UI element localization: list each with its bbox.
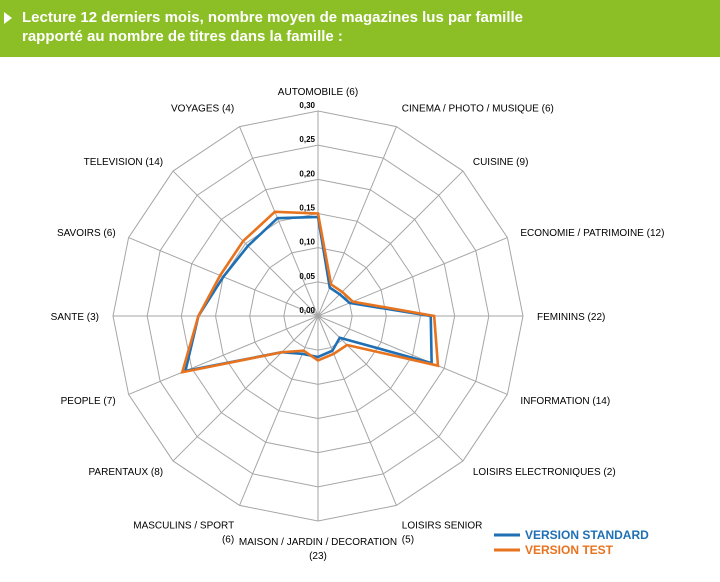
radar-tick-labels: 0,00 0,05 0,10 0,15 0,20 0,25 0,30: [299, 101, 315, 315]
spoke-7: [317, 315, 464, 462]
axis-label: FEMININS (22): [537, 312, 605, 323]
spoke-10: [239, 315, 319, 506]
spoke-11: [172, 315, 319, 462]
series-line-standard: [183, 215, 433, 373]
spoke-15: [172, 170, 319, 317]
spoke-6: [317, 315, 508, 395]
axis-label: CUISINE (9): [473, 157, 529, 168]
tick-label: 0,10: [299, 238, 315, 247]
axis-label: SANTE (3): [51, 312, 99, 323]
axis-label: INFORMATION (14): [520, 396, 610, 407]
chevron-right-icon: [4, 12, 12, 24]
axis-label: LOISIRS ELECTRONIQUES (2): [473, 467, 616, 478]
tick-label: 0,15: [299, 204, 315, 213]
legend-label-standard: VERSION STANDARD: [525, 528, 649, 542]
axis-label: SAVOIRS (6): [57, 228, 116, 239]
tick-label: 0,05: [299, 272, 315, 281]
radar-series: [180, 210, 440, 374]
spoke-16: [239, 126, 319, 317]
axis-label: VOYAGES (4): [171, 104, 234, 115]
series-line-test: [180, 210, 440, 374]
radar-axis-labels: AUTOMOBILE (6) CINEMA / PHOTO / MUSIQUE (…: [51, 87, 665, 562]
header-title-line1: Lecture 12 derniers mois, nombre moyen d…: [22, 9, 524, 26]
spoke-4: [317, 237, 508, 317]
axis-label: AUTOMOBILE (6): [278, 87, 358, 98]
radar-spokes: [113, 111, 523, 521]
legend-label-test: VERSION TEST: [525, 543, 614, 557]
tick-label: 0,20: [299, 169, 315, 178]
spoke-8: [317, 315, 397, 506]
axis-label: CINEMA / PHOTO / MUSIQUE (6): [402, 104, 554, 115]
spoke-12: [128, 315, 319, 395]
tick-label: 0,30: [299, 101, 315, 110]
radar-chart: 0,00 0,05 0,10 0,15 0,20 0,25 0,30 AUTOMOBILE …: [51, 87, 665, 562]
axis-label: MAISON / JARDIN / DECORATION (23): [239, 537, 397, 562]
axis-label: TELEVISION (14): [84, 157, 163, 168]
chart-header: Lecture 12 derniers mois, nombre moyen d…: [0, 0, 720, 57]
axis-label: PARENTAUX (8): [89, 467, 164, 478]
axis-label: ECONOMIE / PATRIMOINE (12): [520, 228, 664, 239]
tick-label: 0,00: [299, 306, 315, 315]
axis-label: MASCULINS / SPORT (6): [133, 520, 234, 545]
axis-label: PEOPLE (7): [61, 396, 116, 407]
header-title-line2: rapporté au nombre de titres dans la fam…: [22, 28, 343, 45]
axis-label: LOISIRS SENIOR (5): [402, 520, 483, 545]
tick-label: 0,25: [299, 135, 315, 144]
